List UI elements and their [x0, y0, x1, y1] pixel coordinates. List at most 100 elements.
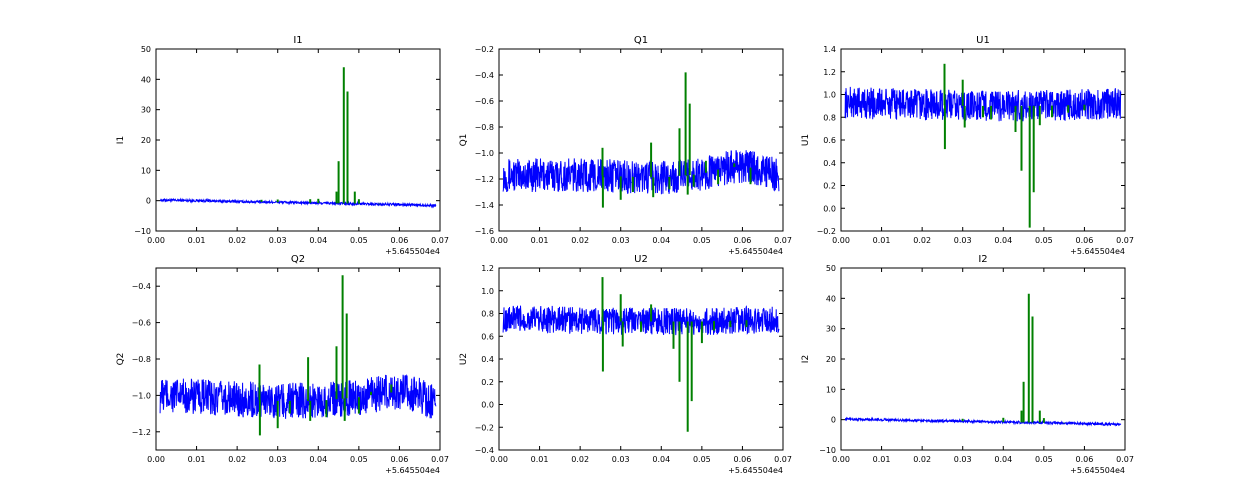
x-tick-label: 0.02 [913, 236, 931, 245]
subplot-title: Q2 [291, 254, 305, 265]
x-offset-label: +5.645504e4 [385, 247, 440, 256]
y-tick-label: 0.0 [823, 204, 836, 213]
y-tick-label: −0.2 [817, 227, 836, 236]
subplot-title: Q1 [634, 35, 648, 46]
y-tick-label: 1.0 [481, 287, 494, 296]
series-blue-line [502, 150, 780, 195]
y-tick-label: 0.2 [481, 378, 494, 387]
plot-lines [502, 72, 780, 208]
plot-area [499, 49, 783, 231]
y-tick-label: 1.2 [481, 264, 494, 273]
subplot-u2: 0.00 0.01 0.02 0.03 0.04 0.05 0.06 0.07 −0.4 −0.2… [459, 254, 792, 475]
y-tick-label: 10 [826, 385, 836, 394]
subplot-title: I2 [978, 254, 987, 265]
subplot-title: I1 [293, 35, 302, 46]
y-tick-label: −0.2 [475, 423, 494, 432]
plot-lines [844, 293, 1122, 427]
x-tick-label: 0.06 [1076, 455, 1094, 464]
plot-area [499, 268, 783, 450]
x-tick-label: 0.06 [391, 455, 409, 464]
x-tick-label: 0.03 [954, 236, 972, 245]
y-tick-label: −0.4 [475, 71, 494, 80]
y-tick-label: −1.2 [132, 428, 151, 437]
plot-area [841, 268, 1125, 450]
y-tick-label: 0.4 [823, 159, 836, 168]
x-offset-label: +5.645504e4 [1070, 466, 1125, 475]
y-tick-label: 0.8 [481, 310, 494, 319]
x-tick-label: 0.07 [1116, 236, 1134, 245]
x-tick-label: 0.01 [531, 236, 549, 245]
x-tick-label: 0.03 [612, 236, 630, 245]
y-tick-label: 1.2 [823, 68, 836, 77]
y-tick-label: 0 [146, 197, 151, 206]
y-tick-label: 50 [141, 45, 151, 54]
y-tick-label: −0.4 [132, 282, 151, 291]
x-tick-label: 0.01 [188, 455, 206, 464]
x-tick-label: 0.06 [391, 236, 409, 245]
plot-lines [502, 277, 780, 432]
x-tick-label: 0.07 [431, 236, 449, 245]
plot-lines [844, 63, 1122, 228]
subplot-q1: 0.00 0.01 0.02 0.03 0.04 0.05 0.06 0.07 −1.6 −1.4… [459, 35, 792, 256]
x-tick-label: 0.04 [309, 236, 327, 245]
y-tick-label: 0.0 [481, 401, 494, 410]
x-tick-label: 0.07 [774, 455, 792, 464]
y-tick-label: 20 [826, 355, 836, 364]
y-tick-label: 30 [141, 106, 151, 115]
x-tick-label: 0.01 [188, 236, 206, 245]
y-axis-label: U1 [801, 134, 811, 146]
x-tick-label: 0.04 [994, 455, 1012, 464]
y-tick-label: 50 [826, 264, 836, 273]
series-blue-line [844, 86, 1122, 122]
x-tick-label: 0.02 [228, 455, 246, 464]
x-tick-label: 0.05 [693, 236, 711, 245]
x-offset-label: +5.645504e4 [385, 466, 440, 475]
x-tick-label: 0.00 [832, 455, 850, 464]
x-tick-label: 0.06 [734, 236, 752, 245]
x-tick-label: 0.01 [873, 236, 891, 245]
x-tick-label: 0.05 [1035, 455, 1053, 464]
y-tick-label: 1.0 [823, 91, 836, 100]
axes-frame [498, 48, 784, 232]
x-tick-label: 0.06 [1076, 236, 1094, 245]
x-tick-label: 0.00 [147, 236, 165, 245]
x-tick-label: 0.07 [431, 455, 449, 464]
x-offset-label: +5.645504e4 [1070, 247, 1125, 256]
x-tick-label: 0.05 [693, 455, 711, 464]
y-tick-label: −0.8 [132, 355, 151, 364]
x-tick-label: 0.01 [873, 455, 891, 464]
y-tick-label: −10 [819, 446, 836, 455]
y-tick-label: −0.6 [132, 319, 151, 328]
plot-lines [159, 275, 437, 436]
y-tick-label: −0.2 [475, 45, 494, 54]
y-tick-label: −0.8 [475, 123, 494, 132]
x-tick-label: 0.07 [774, 236, 792, 245]
x-tick-label: 0.02 [571, 236, 589, 245]
y-tick-label: −0.6 [475, 97, 494, 106]
subplot-i2: 0.00 0.01 0.02 0.03 0.04 0.05 0.06 0.07 −10 0 10 20… [801, 254, 1134, 475]
y-tick-label: 10 [141, 166, 151, 175]
x-offset-label: +5.645504e4 [728, 247, 783, 256]
x-tick-label: 0.03 [269, 455, 287, 464]
x-tick-label: 0.00 [490, 455, 508, 464]
y-tick-label: −0.4 [475, 446, 494, 455]
y-tick-label: 20 [141, 136, 151, 145]
x-offset-label: +5.645504e4 [728, 466, 783, 475]
subplot-i1: 0.00 0.01 0.02 0.03 0.04 0.05 0.06 0.07 −10 0 10 20… [116, 35, 449, 256]
x-tick-label: 0.04 [652, 236, 670, 245]
plot-area [156, 268, 440, 450]
y-tick-label: 40 [826, 294, 836, 303]
y-axis-label: I2 [801, 355, 811, 363]
x-tick-label: 0.05 [1035, 236, 1053, 245]
y-axis-label: Q2 [116, 353, 126, 366]
y-tick-label: 0.2 [823, 182, 836, 191]
x-tick-label: 0.06 [734, 455, 752, 464]
y-tick-label: −1.6 [475, 227, 494, 236]
x-tick-label: 0.03 [612, 455, 630, 464]
y-tick-label: −1.2 [475, 175, 494, 184]
subplot-q2: 0.00 0.01 0.02 0.03 0.04 0.05 0.06 0.07 −1.2 −1.0… [116, 254, 449, 475]
plot-lines [159, 67, 437, 209]
y-axis-label: Q1 [459, 134, 469, 147]
x-tick-label: 0.05 [350, 455, 368, 464]
